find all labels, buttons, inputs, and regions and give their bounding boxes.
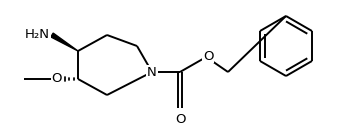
Text: O: O: [203, 50, 213, 63]
Polygon shape: [51, 33, 78, 51]
Text: N: N: [147, 66, 157, 78]
Text: O: O: [52, 72, 62, 86]
Text: H₂N: H₂N: [25, 27, 50, 41]
Text: O: O: [175, 113, 185, 126]
